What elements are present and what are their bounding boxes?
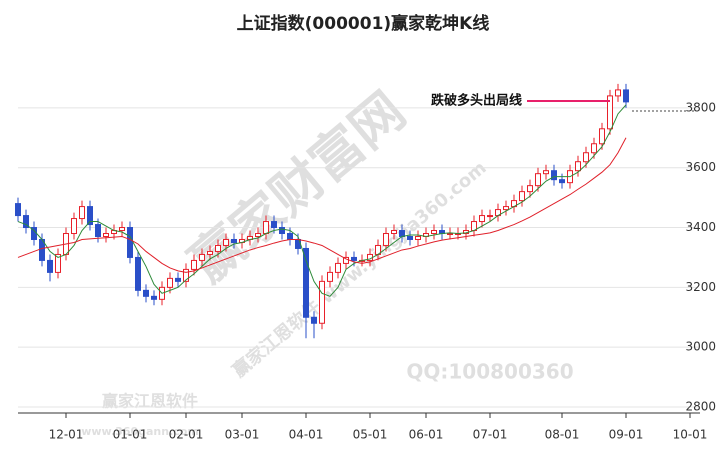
- candle-body: [151, 295, 157, 300]
- candle-body: [559, 179, 565, 184]
- x-tick-label: 12-01: [49, 428, 84, 442]
- x-tick-label: 04-01: [289, 428, 324, 442]
- candle-body: [623, 89, 629, 103]
- candle-body: [95, 224, 101, 238]
- candle-body: [119, 227, 125, 232]
- candle-body: [583, 152, 589, 163]
- y-tick-label: 3200: [685, 280, 716, 294]
- candle-body: [71, 218, 77, 235]
- candle-body: [87, 206, 93, 226]
- candle-body: [191, 259, 197, 270]
- ma-line: [17, 104, 627, 297]
- candle-body: [287, 233, 293, 240]
- candle-body: [415, 236, 421, 240]
- x-tick-label: 10-01: [673, 428, 708, 442]
- y-tick-label: 3600: [685, 160, 716, 174]
- candle-body: [351, 256, 357, 261]
- candle-body: [503, 206, 509, 211]
- candle-body: [591, 143, 597, 154]
- candle-body: [103, 233, 109, 237]
- candle-body: [607, 95, 613, 130]
- y-tick-label: 3000: [685, 340, 716, 354]
- watermark: QQ:100800360: [406, 360, 573, 384]
- candle-body: [399, 230, 405, 238]
- candle-body: [167, 277, 173, 288]
- candle-body: [391, 230, 397, 235]
- candle-body: [271, 221, 277, 229]
- candle-body: [127, 227, 133, 258]
- candle-body: [543, 170, 549, 175]
- candle-body: [175, 277, 181, 282]
- candle-body: [575, 161, 581, 172]
- candle-body: [231, 238, 237, 243]
- watermark: www.360gann.com: [81, 425, 199, 438]
- x-tick-label: 05-01: [353, 428, 388, 442]
- candle-body: [327, 271, 333, 282]
- candle-body: [303, 247, 309, 318]
- candle-body: [199, 253, 205, 261]
- y-tick-label: 3400: [685, 220, 716, 234]
- candle-body: [447, 233, 453, 236]
- candle-body: [335, 262, 341, 273]
- candle-body: [535, 173, 541, 187]
- candle-body: [479, 215, 485, 223]
- candle-body: [15, 203, 21, 217]
- ma-line: [17, 137, 627, 273]
- candle-body: [311, 316, 317, 324]
- candle-body: [431, 230, 437, 235]
- candle-body: [79, 206, 85, 220]
- candle-body: [255, 233, 261, 237]
- candle-body: [143, 289, 149, 297]
- x-tick-label: 03-01: [225, 428, 260, 442]
- candle-body: [407, 236, 413, 240]
- annotation-text: 跌破多头出局线: [431, 92, 522, 108]
- candle-body: [207, 250, 213, 255]
- x-tick-label: 06-01: [409, 428, 444, 442]
- candle-body: [279, 227, 285, 235]
- candle-body: [47, 259, 53, 273]
- candle-body: [223, 238, 229, 246]
- candle-body: [599, 128, 605, 145]
- candle-body: [319, 280, 325, 324]
- chart-title: 上证指数(000001)赢家乾坤K线: [237, 13, 490, 34]
- candle-body: [343, 256, 349, 264]
- candle-body: [527, 185, 533, 193]
- candle-body: [551, 170, 557, 181]
- candle-body: [615, 89, 621, 97]
- candle-body: [383, 233, 389, 246]
- y-tick-label: 2800: [685, 400, 716, 414]
- x-tick-label: 01-01: [113, 428, 148, 442]
- candle-body: [55, 253, 61, 273]
- candle-body: [135, 256, 141, 291]
- candle-body: [263, 221, 269, 235]
- candle-body: [183, 268, 189, 282]
- y-tick-label: 3800: [685, 100, 716, 114]
- watermark: 赢家江恩软件: [102, 392, 198, 411]
- x-tick-label: 08-01: [545, 428, 580, 442]
- x-tick-label: 02-01: [169, 428, 204, 442]
- candle-body: [487, 215, 493, 218]
- candle-body: [23, 215, 29, 229]
- candle-body: [215, 244, 221, 252]
- x-tick-label: 07-01: [473, 428, 508, 442]
- candle-body: [519, 191, 525, 202]
- x-tick-label: 09-01: [609, 428, 644, 442]
